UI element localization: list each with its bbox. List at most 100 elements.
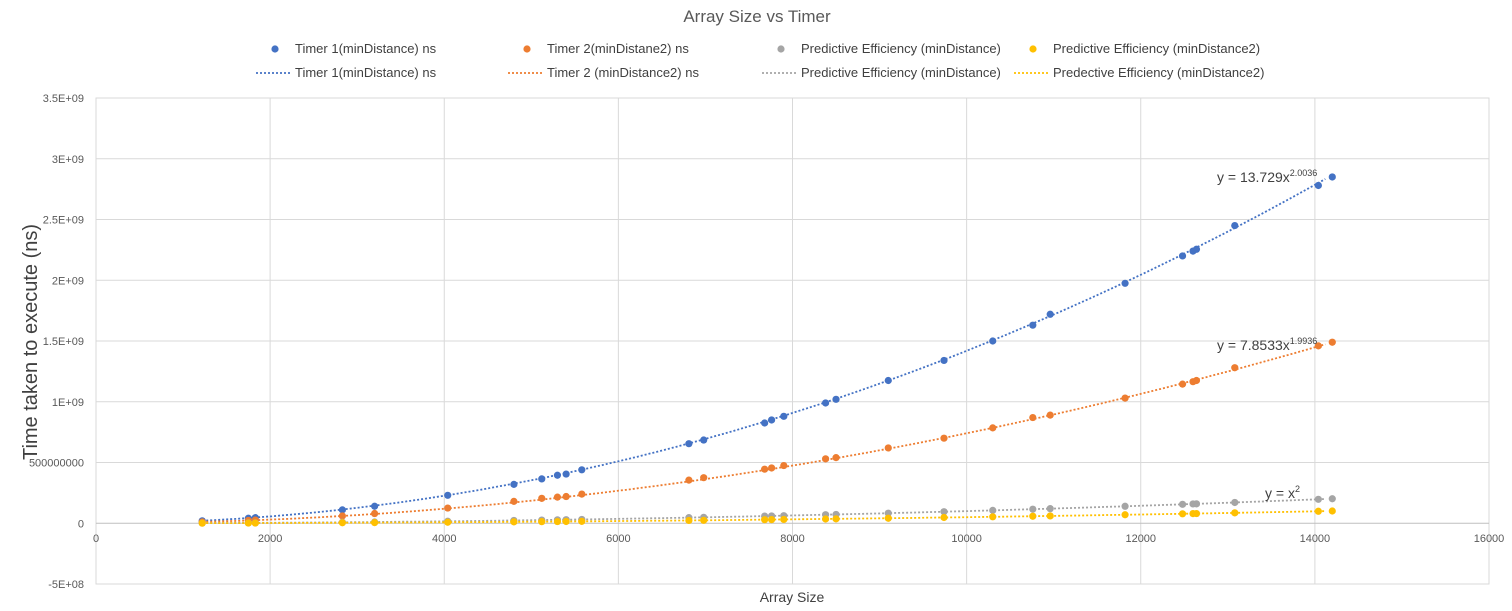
data-point — [1121, 511, 1129, 519]
x-tick-label: 10000 — [951, 533, 982, 545]
data-point — [251, 519, 259, 527]
data-point — [884, 376, 892, 385]
data-point — [538, 518, 546, 526]
data-point — [562, 517, 570, 526]
data-point — [1046, 512, 1054, 520]
data-point — [553, 493, 562, 501]
data-point — [1178, 500, 1187, 508]
data-point — [510, 480, 518, 488]
data-point — [562, 492, 570, 501]
data-point — [761, 516, 769, 524]
trendline — [202, 178, 1326, 522]
data-point — [768, 416, 776, 424]
y-axis-ticks: -5E+08 0 500000000 1E+09 1.5E+09 2E+09 2.5E+09… — [29, 93, 84, 591]
gridlines — [95, 97, 1490, 585]
legend-label: Timer 1(minDistance) ns — [295, 41, 437, 56]
x-tick-label: 8000 — [780, 533, 804, 545]
data-point — [700, 474, 708, 482]
data-point — [371, 509, 379, 518]
legend-trend-label: Predective Efficiency (minDistance2) — [1053, 65, 1264, 80]
data-point — [1178, 510, 1187, 518]
data-point — [371, 519, 379, 527]
data-point — [338, 506, 346, 514]
x-tick-label: 2000 — [258, 533, 282, 545]
data-point — [444, 504, 452, 512]
data-point — [884, 514, 892, 522]
data-point — [1121, 502, 1129, 510]
legend-label: Timer 2(minDistane2) ns — [547, 41, 689, 56]
data-point — [1314, 181, 1322, 190]
data-point — [578, 490, 586, 498]
data-point — [578, 466, 586, 474]
data-point — [198, 519, 206, 527]
x-tick-label: 6000 — [606, 533, 630, 545]
data-point — [940, 434, 948, 442]
data-point — [989, 424, 997, 432]
data-point — [685, 440, 693, 448]
data-point — [700, 436, 708, 444]
trendline — [202, 343, 1326, 523]
data-point — [989, 337, 997, 345]
data-point — [1231, 509, 1239, 517]
data-point — [1231, 221, 1239, 230]
data-point — [371, 502, 379, 510]
data-point — [832, 395, 840, 403]
y-tick-label: 0 — [78, 518, 84, 530]
y-tick-label: 3.5E+09 — [43, 93, 84, 105]
y-tick-label: 1.5E+09 — [43, 336, 84, 348]
x-tick-label: 16000 — [1474, 533, 1505, 545]
data-point — [1314, 507, 1322, 515]
data-point — [1192, 500, 1201, 508]
y-tick-label: 1E+09 — [52, 397, 84, 409]
data-point — [685, 476, 693, 484]
data-point — [444, 491, 452, 499]
data-point — [940, 508, 948, 516]
data-point — [832, 454, 840, 462]
data-point — [1178, 252, 1187, 260]
x-tick-label: 4000 — [432, 533, 456, 545]
data-point — [940, 513, 948, 522]
data-point — [1192, 245, 1201, 253]
y-tick-label: 2.5E+09 — [43, 215, 84, 227]
data-point — [1314, 342, 1322, 350]
data-point — [884, 444, 892, 452]
data-point — [553, 517, 562, 526]
data-point — [761, 419, 769, 427]
data-point — [338, 519, 346, 527]
data-point — [1121, 394, 1129, 402]
y-tick-label: 3E+09 — [52, 154, 84, 166]
chart-title: Array Size vs Timer — [683, 7, 831, 26]
data-point — [444, 518, 452, 526]
legend-label: Predictive Efficiency (minDistance) — [801, 41, 1001, 56]
data-point — [1029, 413, 1037, 422]
legend-marker — [777, 45, 785, 53]
trend-equation: y = x2 — [1265, 484, 1300, 501]
data-point — [1046, 505, 1054, 513]
legend-marker — [271, 45, 279, 53]
data-point — [510, 497, 518, 505]
trend-equation: y = 7.8533x1.9936 — [1217, 336, 1317, 353]
data-point — [700, 516, 708, 524]
data-point — [1029, 321, 1037, 329]
data-point — [884, 509, 892, 517]
trend-equations: y = 13.729x2.0036 y = 7.8533x1.9936 y = x2 — [1217, 168, 1317, 501]
legend: Timer 1(minDistance) ns Timer 2(minDistan… — [256, 41, 1264, 80]
data-point — [1046, 310, 1054, 318]
data-point — [1328, 507, 1336, 515]
data-point — [832, 515, 840, 523]
data-point — [989, 506, 997, 514]
data-point — [1314, 495, 1322, 503]
x-tick-label: 12000 — [1125, 533, 1156, 545]
data-point — [553, 471, 562, 479]
data-point — [1046, 411, 1054, 419]
y-tick-label: 500000000 — [29, 458, 84, 470]
data-point — [1231, 364, 1239, 372]
x-axis-label: Array Size — [760, 589, 825, 605]
legend-trend-label: Timer 1(minDistance) ns — [295, 65, 437, 80]
data-point — [1328, 173, 1336, 181]
data-point — [989, 513, 997, 521]
data-point — [761, 465, 769, 473]
data-point — [244, 519, 252, 527]
data-points — [198, 173, 1336, 527]
